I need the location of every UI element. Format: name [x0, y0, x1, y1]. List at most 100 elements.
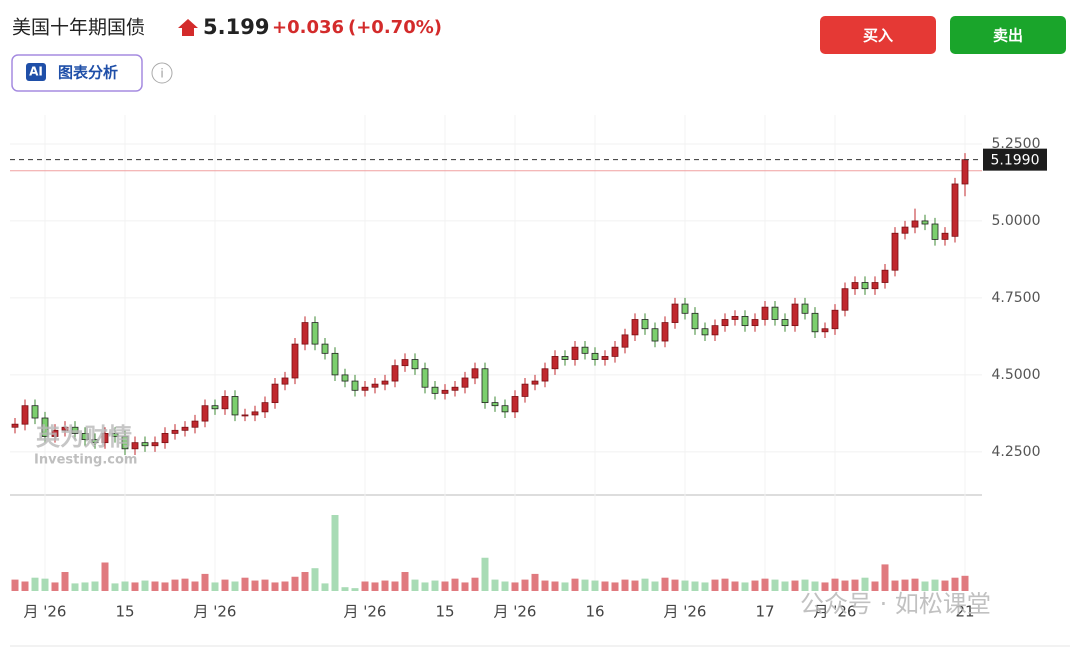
volume-bar [161, 582, 169, 591]
candle-body [361, 386, 369, 391]
x-tick-label: 16 [585, 603, 604, 621]
volume-bar [671, 579, 679, 591]
candle-body [471, 368, 479, 379]
candle-body [121, 436, 129, 450]
x-tick-label: 月 '26 [194, 603, 237, 621]
candle-body [551, 356, 559, 370]
candle-body [671, 303, 679, 323]
volume-bar [71, 583, 79, 591]
buy-label: 买入 [863, 27, 893, 45]
candle-body [291, 343, 299, 379]
volume-bar [111, 583, 119, 591]
volume-bar [261, 579, 269, 591]
candle-body [21, 405, 29, 425]
volume-bar [731, 581, 739, 591]
candle-body [491, 402, 499, 407]
candle-body [91, 439, 99, 444]
volume-bar [391, 581, 399, 591]
candle-body [621, 334, 629, 348]
candle-body [521, 383, 529, 397]
candle-body [881, 269, 889, 283]
volume-bar [21, 581, 29, 591]
volume-bar [331, 515, 339, 591]
volume-bar [721, 578, 729, 591]
x-tick-label: 21 [955, 603, 974, 621]
up-arrow [178, 19, 198, 36]
candle-body [261, 402, 269, 413]
candle-body [151, 442, 159, 447]
candle-body [131, 442, 139, 450]
y-tick-label: 4.2500 [992, 444, 1041, 460]
volume-bar [301, 572, 309, 591]
candle-body [231, 396, 239, 416]
last-price-label: 5.1990 [991, 153, 1040, 169]
volume-bar [341, 587, 349, 591]
candle-body [561, 356, 569, 360]
volume-bar [811, 581, 819, 591]
volume-bar [401, 572, 409, 591]
candle-body [631, 319, 639, 336]
candle-body [61, 426, 69, 431]
candle-body [841, 288, 849, 311]
candle-body [341, 374, 349, 382]
volume-bar [321, 583, 329, 591]
volume-bar [281, 581, 289, 591]
volume-bar [631, 580, 639, 591]
volume-bar [771, 579, 779, 591]
volume-bar [781, 581, 789, 591]
volume-bar [951, 577, 959, 591]
volume-bar [431, 580, 439, 591]
candle-body [271, 383, 279, 404]
candle-body [911, 220, 919, 228]
volume-bar [361, 581, 369, 591]
title: 美国十年期国债 [12, 17, 145, 39]
candle-body [451, 386, 459, 391]
candle-body [421, 368, 429, 388]
candle-body [731, 315, 739, 320]
candle-body [141, 442, 149, 447]
candle-body [571, 346, 579, 360]
candle-body [961, 159, 969, 185]
volume-bar [751, 580, 759, 591]
watermark-cn: 英为财情 [36, 423, 132, 451]
candle-body [111, 433, 119, 437]
y-tick-label: 5.2500 [992, 136, 1041, 152]
volume-bar [841, 580, 849, 591]
volume-bar [221, 579, 229, 591]
buy-button[interactable] [820, 16, 936, 54]
ai-badge-bg [26, 63, 46, 81]
candle-body [321, 343, 329, 354]
candle-body [761, 306, 769, 320]
candle-body [951, 183, 959, 237]
info-glyph: i [160, 67, 163, 81]
watermark-en: Investing.com [34, 453, 137, 468]
info-icon[interactable] [151, 62, 173, 84]
volume-bar [131, 582, 139, 591]
volume-bar [141, 580, 149, 591]
volume-bar [501, 581, 509, 591]
candle-body [171, 429, 179, 434]
candle-body [641, 319, 649, 330]
candle-body [741, 315, 749, 327]
x-tick-label: 月 '26 [344, 603, 387, 621]
change-pct: (+0.70%) [348, 17, 442, 38]
candle-body [861, 282, 869, 290]
volume-bar [681, 580, 689, 591]
sell-button[interactable] [950, 16, 1066, 54]
candle-body [31, 405, 39, 419]
candle-body [871, 282, 879, 290]
volume-bar [921, 581, 929, 591]
candle-body [101, 433, 109, 444]
candle-body [251, 411, 259, 416]
candle-body [681, 303, 689, 314]
volume-bar [461, 582, 469, 591]
candle-body [651, 328, 659, 342]
volume-bar [151, 581, 159, 591]
candle-body [391, 365, 399, 382]
volume-bar [451, 578, 459, 591]
candle-body [611, 346, 619, 357]
volume-bar [931, 579, 939, 591]
candle-body [401, 359, 409, 367]
candle-body [331, 352, 339, 376]
